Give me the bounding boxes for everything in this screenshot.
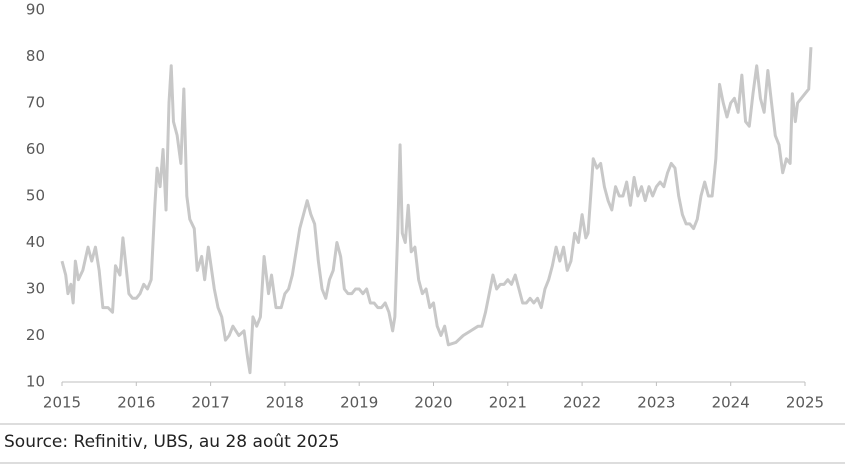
y-tick-label: 90 [26, 1, 45, 19]
x-tick-label: 2016 [117, 394, 155, 412]
y-tick-label: 60 [26, 140, 45, 158]
y-tick-label: 50 [26, 187, 45, 205]
x-tick-label: 2025 [786, 394, 824, 412]
x-tick-label: 2021 [489, 394, 527, 412]
x-tick-label: 2024 [712, 394, 750, 412]
y-tick-label: 30 [26, 280, 45, 298]
x-tick-label: 2015 [43, 394, 81, 412]
y-tick-label: 70 [26, 94, 45, 112]
x-tick-label: 2022 [563, 394, 601, 412]
x-tick-label: 2017 [192, 394, 230, 412]
y-tick-label: 20 [26, 326, 45, 344]
x-tick-label: 2018 [266, 394, 304, 412]
y-tick-label: 80 [26, 47, 45, 65]
y-tick-label: 40 [26, 233, 45, 251]
x-tick-label: 2019 [340, 394, 378, 412]
y-tick-label: 10 [26, 373, 45, 391]
x-tick-label: 2023 [637, 394, 675, 412]
x-tick-label: 2020 [414, 394, 452, 412]
source-note: Source: Refinitiv, UBS, au 28 août 2025 [4, 432, 339, 452]
data-line [60, 47, 813, 375]
